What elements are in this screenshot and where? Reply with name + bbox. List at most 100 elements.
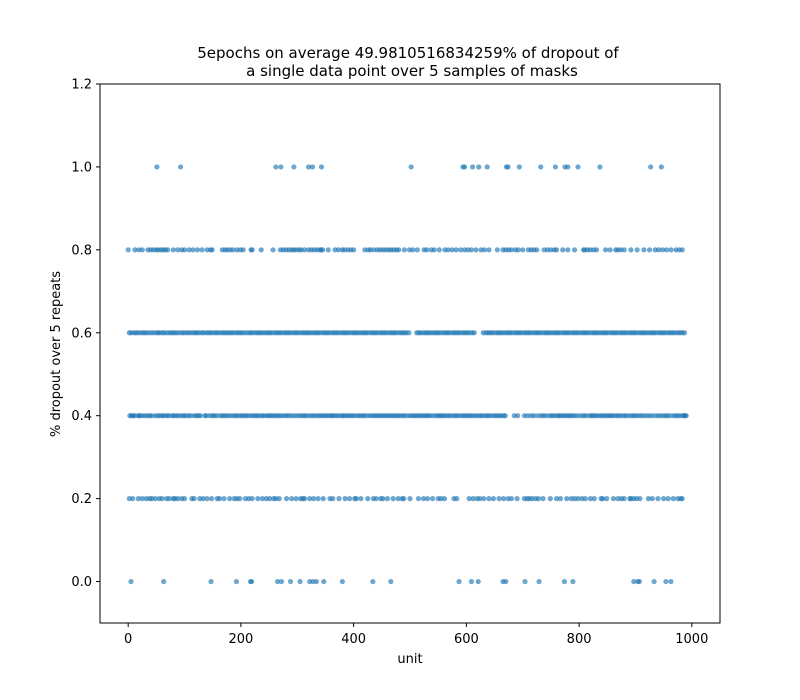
data-point — [665, 496, 671, 502]
data-point — [641, 247, 647, 253]
data-point — [311, 496, 317, 502]
data-point — [178, 164, 184, 170]
data-point — [166, 496, 172, 502]
data-point — [358, 496, 364, 502]
data-point — [553, 247, 560, 253]
data-point — [646, 247, 653, 253]
data-point — [453, 247, 459, 253]
x-tick-label: 200 — [228, 632, 253, 647]
y-tick-label: 1.2 — [71, 78, 92, 93]
y-tick-label: 1.0 — [71, 160, 92, 175]
data-point — [191, 496, 197, 502]
data-point — [659, 247, 666, 253]
data-point — [668, 578, 674, 585]
data-point — [159, 496, 165, 502]
data-point — [600, 496, 606, 502]
data-point — [216, 496, 223, 502]
data-point — [125, 247, 131, 253]
data-point — [445, 247, 451, 253]
data-point — [534, 247, 540, 253]
data-point — [610, 496, 617, 502]
data-point — [575, 164, 581, 170]
data-point — [476, 164, 482, 170]
data-point — [230, 247, 236, 253]
data-point — [473, 247, 479, 253]
y-tick-label: 0.4 — [71, 409, 92, 424]
data-point — [655, 247, 662, 253]
data-point — [456, 578, 462, 585]
data-point — [571, 247, 578, 253]
data-point — [570, 578, 576, 585]
data-point — [486, 496, 492, 502]
data-point — [522, 578, 528, 585]
data-point — [373, 496, 379, 502]
data-point — [233, 578, 239, 585]
data-point — [186, 247, 192, 253]
chart-title-line-2: a single data point over 5 samples of ma… — [246, 62, 578, 80]
data-point — [431, 247, 437, 253]
data-point — [365, 496, 371, 502]
y-axis-ticks: 0.0 0.2 0.4 0.6 0.8 1.0 1.2 — [71, 78, 100, 590]
data-point — [190, 247, 196, 253]
data-point — [249, 578, 255, 585]
data-point — [648, 164, 654, 170]
data-point — [538, 164, 544, 170]
data-point — [503, 578, 509, 585]
data-point — [128, 578, 134, 585]
data-point — [330, 496, 336, 502]
data-point — [194, 247, 201, 253]
data-point — [335, 247, 342, 253]
data-point — [424, 496, 431, 502]
data-point — [401, 247, 407, 253]
data-point — [436, 247, 442, 253]
data-point — [564, 496, 570, 502]
x-tick-label: 600 — [454, 632, 479, 647]
chart-title-line-1: 5epochs on average 49.9810516834259% of … — [197, 44, 619, 62]
data-point — [181, 496, 188, 502]
data-point — [270, 247, 276, 253]
data-point — [531, 413, 537, 419]
data-point — [587, 496, 593, 502]
data-point — [655, 496, 661, 502]
data-point — [471, 330, 477, 336]
data-point — [209, 247, 215, 253]
data-point — [278, 578, 285, 585]
data-point — [496, 496, 502, 502]
data-point — [287, 578, 294, 585]
x-tick-label: 1000 — [675, 632, 708, 647]
data-point — [462, 164, 468, 170]
data-point — [454, 496, 460, 502]
y-tick-label: 0.6 — [71, 326, 92, 341]
data-point — [663, 578, 669, 585]
data-point — [325, 247, 331, 253]
data-point — [313, 578, 320, 585]
data-point — [508, 247, 515, 253]
data-point — [484, 164, 490, 170]
data-point — [305, 164, 312, 170]
data-point — [494, 247, 500, 253]
data-point — [274, 578, 281, 585]
data-point — [631, 578, 637, 585]
y-tick-label: 0.2 — [71, 492, 92, 507]
data-point — [514, 496, 520, 502]
data-point — [591, 496, 597, 502]
data-point — [336, 496, 342, 502]
y-axis-label: % dropout over 5 repeats — [49, 271, 64, 437]
data-point — [255, 496, 261, 502]
data-point — [668, 247, 674, 253]
data-point — [273, 164, 279, 170]
x-axis-ticks: 0 200 400 600 800 1000 — [124, 623, 708, 647]
data-point — [683, 413, 689, 419]
data-point — [505, 164, 511, 170]
data-point — [502, 413, 508, 419]
data-point — [424, 247, 430, 253]
data-point — [406, 330, 412, 336]
data-point — [267, 496, 273, 502]
x-tick-label: 0 — [124, 632, 132, 647]
x-axis-label: unit — [397, 652, 422, 667]
data-point — [637, 496, 643, 502]
data-point — [649, 496, 655, 502]
data-point — [396, 247, 402, 253]
data-point — [351, 247, 357, 253]
